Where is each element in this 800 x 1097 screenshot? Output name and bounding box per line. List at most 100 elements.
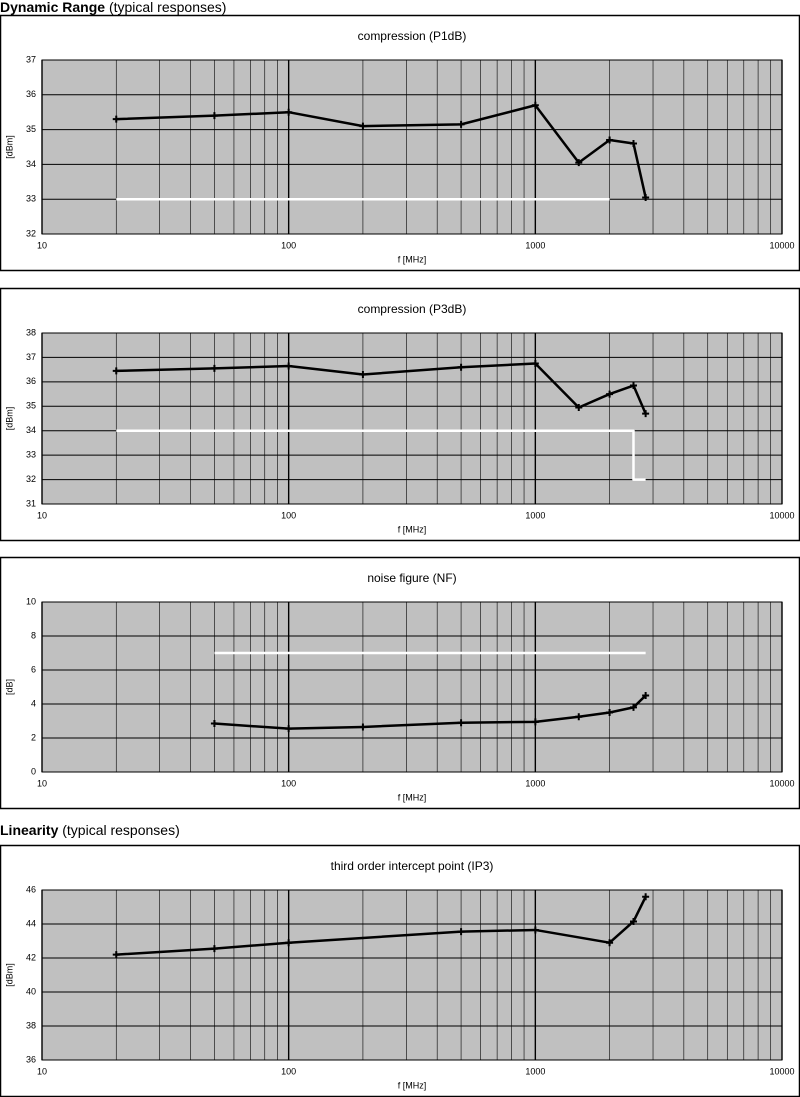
y-tick-label: 38 xyxy=(26,1020,36,1030)
chart-title: third order intercept point (IP3) xyxy=(331,859,494,873)
x-tick-label: 10 xyxy=(37,240,47,250)
x-tick-label: 100 xyxy=(281,510,296,520)
data-point xyxy=(531,718,539,726)
y-tick-label: 36 xyxy=(26,376,36,386)
x-axis-label: f [MHz] xyxy=(398,792,427,802)
data-point xyxy=(642,193,650,201)
plot-area xyxy=(41,332,783,505)
x-axis-label: f [MHz] xyxy=(398,524,427,534)
plot-area xyxy=(41,889,783,1061)
x-tick-label: 10 xyxy=(37,778,47,788)
plot-border xyxy=(41,601,783,773)
plot-area xyxy=(41,601,783,773)
y-tick-label: 40 xyxy=(26,986,36,996)
series-line xyxy=(116,362,647,415)
data-point xyxy=(210,720,218,728)
heading-rest: (typical responses) xyxy=(109,0,227,15)
data-point xyxy=(359,122,367,130)
data-point xyxy=(642,410,650,418)
x-tick-label: 10 xyxy=(37,510,47,520)
section-heading: Dynamic Range (typical responses) xyxy=(0,0,226,15)
chart-title: compression (P3dB) xyxy=(358,302,467,316)
data-point xyxy=(210,112,218,120)
x-tick-label: 10000 xyxy=(769,778,794,788)
data-point xyxy=(606,939,614,947)
data-point xyxy=(629,917,637,925)
y-axis-label: [dBm] xyxy=(4,407,14,431)
data-point xyxy=(575,713,583,721)
y-tick-label: 44 xyxy=(26,918,36,928)
x-tick-label: 1000 xyxy=(525,1066,545,1076)
data-point xyxy=(285,108,293,116)
data-point xyxy=(210,364,218,372)
y-tick-label: 34 xyxy=(26,425,36,435)
y-tick-label: 4 xyxy=(31,698,36,708)
data-point xyxy=(457,120,465,128)
data-point xyxy=(359,371,367,379)
data-point xyxy=(112,367,120,375)
y-tick-label: 33 xyxy=(26,450,36,460)
y-tick-label: 37 xyxy=(26,352,36,362)
x-tick-label: 100 xyxy=(281,240,296,250)
data-point xyxy=(285,939,293,947)
data-point xyxy=(285,362,293,370)
y-tick-label: 0 xyxy=(31,766,36,776)
series-line xyxy=(116,103,647,198)
y-tick-label: 46 xyxy=(26,884,36,894)
y-tick-label: 34 xyxy=(26,159,36,169)
data-point xyxy=(629,140,637,148)
series-line xyxy=(116,429,646,481)
y-tick-label: 32 xyxy=(26,228,36,238)
y-tick-label: 38 xyxy=(26,327,36,337)
data-point xyxy=(457,928,465,936)
data-point xyxy=(112,115,120,123)
chart-title: compression (P1dB) xyxy=(358,29,467,43)
data-point xyxy=(642,893,650,901)
x-tick-label: 10 xyxy=(37,1066,47,1076)
x-axis-label: f [MHz] xyxy=(398,1080,427,1090)
y-tick-label: 10 xyxy=(26,596,36,606)
data-point xyxy=(457,363,465,371)
data-point xyxy=(359,723,367,731)
plot-border xyxy=(41,332,783,505)
y-tick-label: 33 xyxy=(26,194,36,204)
y-axis-label: [dBm] xyxy=(4,963,14,987)
data-point xyxy=(575,404,583,412)
x-tick-label: 100 xyxy=(281,1066,296,1076)
plot-border xyxy=(41,889,783,1061)
data-point xyxy=(285,725,293,733)
data-point xyxy=(642,692,650,699)
x-tick-label: 1000 xyxy=(525,778,545,788)
heading-bold: Dynamic Range xyxy=(0,0,105,15)
y-tick-label: 36 xyxy=(26,89,36,99)
heading-rest: (typical responses) xyxy=(62,822,180,838)
plot-border xyxy=(41,59,783,235)
data-point xyxy=(531,101,539,109)
data-point xyxy=(606,709,614,716)
x-tick-label: 1000 xyxy=(525,240,545,250)
y-tick-label: 42 xyxy=(26,952,36,962)
data-point xyxy=(457,719,465,727)
data-point xyxy=(606,136,614,144)
chart-title: noise figure (NF) xyxy=(367,571,456,585)
data-point xyxy=(531,926,539,934)
y-tick-label: 35 xyxy=(26,124,36,134)
x-tick-label: 10000 xyxy=(769,1066,794,1076)
y-tick-label: 36 xyxy=(26,1054,36,1064)
plot-area xyxy=(41,59,783,235)
y-tick-label: 32 xyxy=(26,474,36,484)
data-point xyxy=(112,951,120,959)
data-point xyxy=(629,382,637,390)
data-point xyxy=(531,360,539,368)
heading-bold: Linearity xyxy=(0,822,59,838)
x-axis-label: f [MHz] xyxy=(398,254,427,264)
y-tick-label: 2 xyxy=(31,732,36,742)
y-tick-label: 37 xyxy=(26,54,36,64)
x-tick-label: 1000 xyxy=(525,510,545,520)
data-point xyxy=(575,159,583,167)
y-tick-label: 6 xyxy=(31,664,36,674)
y-tick-label: 31 xyxy=(26,498,36,508)
y-axis-label: [dB] xyxy=(4,679,14,695)
